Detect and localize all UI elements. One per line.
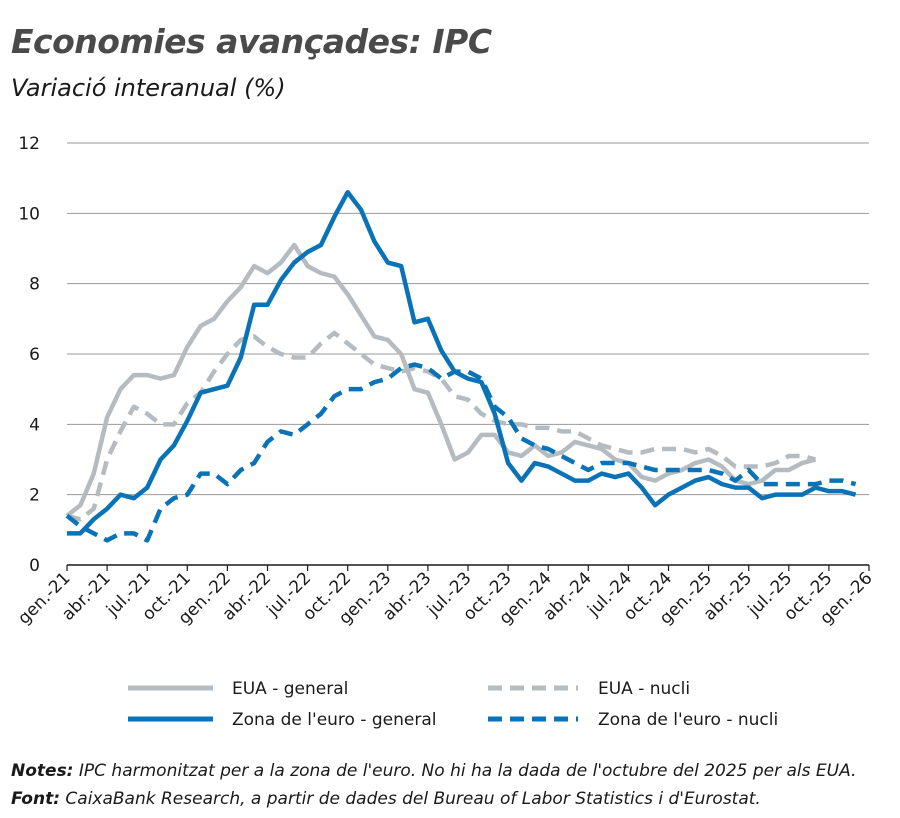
y-tick-label: 4	[29, 415, 40, 435]
y-tick-label: 8	[29, 275, 40, 295]
x-tick-label: gen.-21	[14, 568, 74, 628]
source-label: Font:	[11, 789, 60, 809]
y-tick-label: 0	[29, 556, 40, 576]
notes-text: IPC harmonitzat per a la zona de l'euro.…	[78, 761, 857, 781]
source-line: Font: CaixaBank Research, a partir de da…	[11, 789, 761, 809]
legend-label-4: Zona de l'euro - nucli	[598, 710, 778, 730]
y-tick-label: 2	[29, 486, 40, 506]
chart-title: Economies avançades: IPC	[11, 22, 492, 61]
source-text: CaixaBank Research, a partir de dades de…	[65, 789, 761, 809]
series-line-1	[65, 242, 817, 518]
y-tick-label: 10	[18, 204, 40, 224]
gridlines	[67, 142, 869, 496]
series-line-3	[67, 189, 857, 536]
legend-label-1: EUA - general	[232, 679, 348, 699]
legend: EUA - general EUA - nucli Zona de l'euro -…	[128, 679, 778, 730]
y-tick-label: 6	[29, 345, 40, 365]
series-lines	[65, 189, 857, 543]
line-chart: 024681012gen.-21abr.-21jul.-21oct.-21gen…	[14, 134, 876, 730]
notes-line: Notes: IPC harmonitzat per a la zona de …	[11, 761, 856, 781]
notes-label: Notes:	[11, 761, 74, 781]
series-line-2	[66, 330, 817, 522]
legend-label-3: Zona de l'euro - general	[232, 710, 437, 730]
chart-subtitle: Variació interanual (%)	[11, 74, 286, 102]
series-line-4	[65, 362, 857, 543]
legend-label-2: EUA - nucli	[598, 679, 690, 699]
y-tick-label: 12	[18, 134, 40, 154]
